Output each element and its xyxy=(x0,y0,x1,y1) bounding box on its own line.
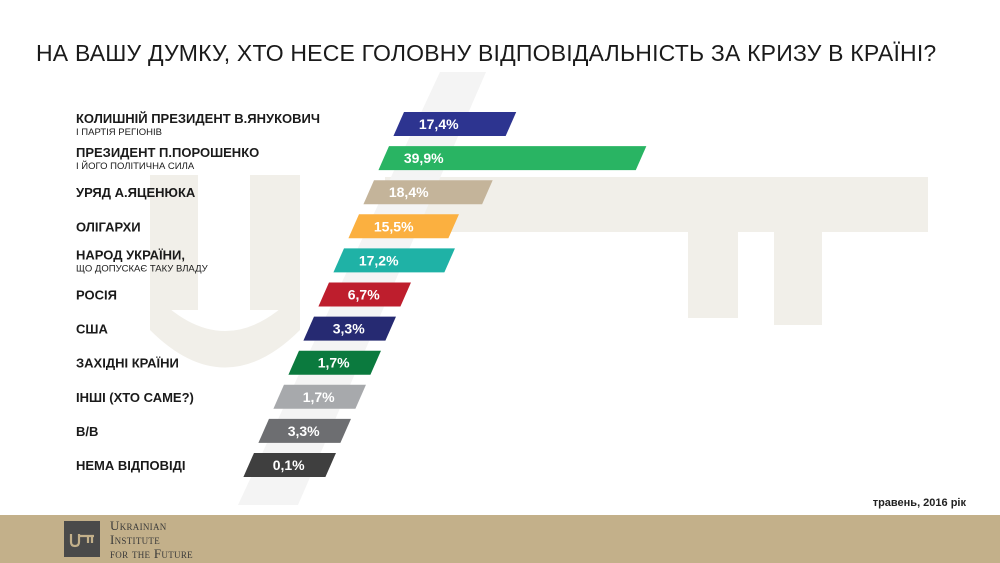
bar xyxy=(243,453,336,477)
bar xyxy=(393,112,517,136)
bar xyxy=(288,350,381,375)
category-label: ОЛІГАРХИ xyxy=(76,219,141,234)
bar xyxy=(318,282,411,307)
bar-value-label: 3,3% xyxy=(288,423,320,439)
category-label: США xyxy=(76,322,108,337)
category-label: ЗАХІДНІ КРАЇНИ xyxy=(76,356,179,371)
org-name-line: Ukrainian xyxy=(110,518,167,533)
org-name: Ukrainian Institute for the Future xyxy=(110,519,193,561)
category-sublabel: І ПАРТІЯ РЕГІОНІВ xyxy=(76,127,162,138)
org-name-line: for the Future xyxy=(110,546,193,561)
bar-value-label: 18,4% xyxy=(389,184,429,200)
bar-value-label: 1,7% xyxy=(318,355,350,371)
bar-value-label: 39,9% xyxy=(404,150,444,166)
category-sublabel: І ЙОГО ПОЛІТИЧНА СИЛА xyxy=(76,160,195,172)
bar-value-label: 0,1% xyxy=(273,457,305,473)
category-label: ІНШІ (ХТО САМЕ?) xyxy=(76,390,194,405)
bar xyxy=(363,180,493,205)
footer-band: Ukrainian Institute for the Future xyxy=(0,515,1000,563)
category-label: КОЛИШНІЙ ПРЕЗИДЕНТ В.ЯНУКОВИЧ xyxy=(76,111,320,126)
category-label: УРЯД А.ЯЦЕНЮКА xyxy=(76,185,196,200)
category-label: РОСІЯ xyxy=(76,288,117,303)
bar xyxy=(378,146,647,171)
bar xyxy=(273,384,366,409)
category-label: ПРЕЗИДЕНТ П.ПОРОШЕНКО xyxy=(76,145,259,160)
bar-value-label: 6,7% xyxy=(348,287,380,303)
bar xyxy=(258,418,351,443)
org-name-line: Institute xyxy=(110,532,161,547)
bar-value-label: 17,2% xyxy=(359,252,399,268)
bar-value-label: 3,3% xyxy=(333,321,365,337)
bar xyxy=(348,214,459,239)
page-title: НА ВАШУ ДУМКУ, ХТО НЕСЕ ГОЛОВНУ ВІДПОВІД… xyxy=(36,40,937,66)
bar-value-label: 1,7% xyxy=(303,389,335,405)
category-label: НЕМА ВІДПОВІДІ xyxy=(76,458,185,473)
category-label: НАРОД УКРАЇНИ, xyxy=(76,247,185,262)
category-label: В/В xyxy=(76,424,98,439)
category-sublabel: ЩО ДОПУСКАЄ ТАКУ ВЛАДУ xyxy=(76,263,209,274)
bar xyxy=(333,248,455,273)
bar-value-label: 15,5% xyxy=(374,218,414,234)
bar xyxy=(303,316,396,341)
date-note: травень, 2016 рік xyxy=(872,497,966,509)
bar-value-label: 17,4% xyxy=(419,116,459,132)
key-icon xyxy=(64,521,100,557)
